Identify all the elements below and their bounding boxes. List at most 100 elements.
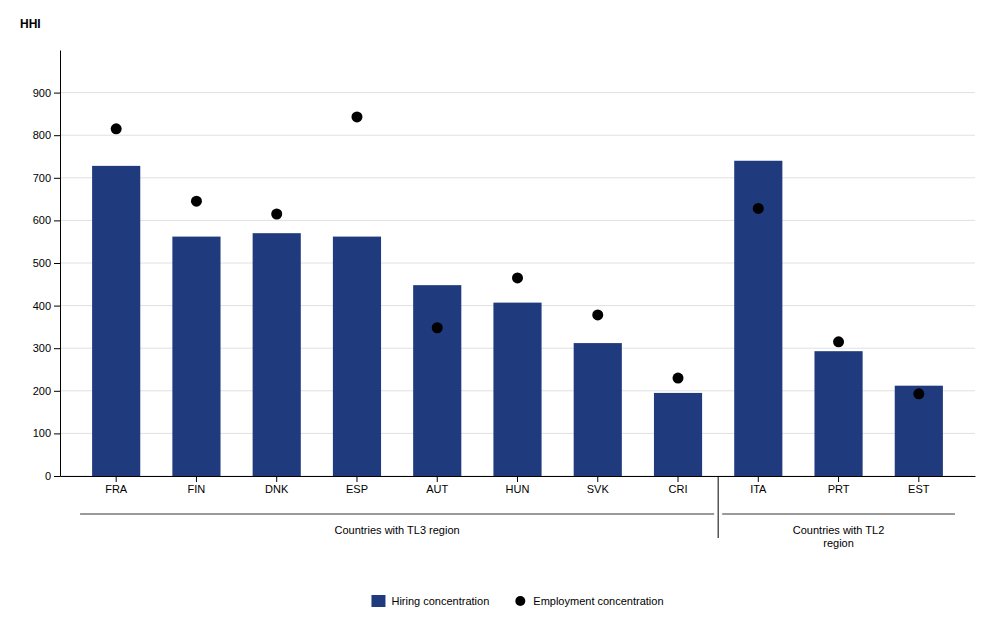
y-tick-mark bbox=[54, 476, 60, 477]
dot bbox=[913, 388, 924, 399]
grid-line bbox=[60, 135, 975, 136]
x-tick-label: FIN bbox=[188, 483, 206, 495]
legend-label: Hiring concentration bbox=[391, 595, 489, 607]
grid-line bbox=[60, 92, 975, 93]
y-tick-label: 700 bbox=[33, 172, 51, 184]
bar bbox=[734, 161, 782, 476]
dot bbox=[271, 209, 282, 220]
y-tick-label: 400 bbox=[33, 300, 51, 312]
legend-label: Employment concentration bbox=[533, 595, 663, 607]
y-axis-line bbox=[60, 51, 61, 477]
x-tick-mark bbox=[758, 476, 759, 482]
y-tick-mark bbox=[54, 93, 60, 94]
bar bbox=[172, 237, 220, 476]
legend: Hiring concentration Employment concentra… bbox=[371, 595, 663, 607]
group-label: Countries with TL3 region bbox=[335, 524, 460, 536]
bar bbox=[253, 233, 301, 476]
dot bbox=[191, 196, 202, 207]
dot bbox=[512, 272, 523, 283]
x-tick-label: HUN bbox=[506, 483, 530, 495]
bar bbox=[333, 237, 381, 476]
bar bbox=[92, 166, 140, 476]
x-tick: ITA bbox=[750, 476, 767, 495]
bar bbox=[895, 386, 943, 476]
x-tick-label: EST bbox=[908, 483, 930, 495]
x-tick-mark bbox=[517, 476, 518, 482]
y-tick-mark bbox=[54, 433, 60, 434]
y-tick-mark bbox=[54, 263, 60, 264]
plot: 0 100 200 300 400 500 600 700 800 900 FRA FIN DNK ESP… bbox=[33, 51, 976, 550]
y-tick: 400 bbox=[33, 300, 60, 312]
y-tick-mark bbox=[54, 306, 60, 307]
y-tick-mark bbox=[54, 135, 60, 136]
y-tick: 900 bbox=[33, 87, 60, 99]
x-tick: SVK bbox=[587, 476, 610, 495]
y-tick: 700 bbox=[33, 172, 60, 184]
legend-item: Hiring concentration bbox=[371, 595, 489, 607]
grid-line bbox=[60, 177, 975, 178]
x-tick: CRI bbox=[669, 476, 688, 495]
x-tick: ESP bbox=[346, 476, 368, 495]
dot-series bbox=[111, 111, 925, 399]
x-tick: PRT bbox=[828, 476, 850, 495]
y-tick: 500 bbox=[33, 257, 60, 269]
y-tick-label: 500 bbox=[33, 257, 51, 269]
y-axis: 0 100 200 300 400 500 600 700 800 900 bbox=[33, 51, 61, 483]
bar bbox=[574, 343, 622, 476]
dot bbox=[592, 309, 603, 320]
legend-item: Employment concentration bbox=[515, 595, 663, 607]
y-tick-mark bbox=[54, 220, 60, 221]
y-tick: 800 bbox=[33, 129, 60, 141]
bar bbox=[654, 393, 702, 476]
x-tick-mark bbox=[597, 476, 598, 482]
x-tick-mark bbox=[356, 476, 357, 482]
x-tick-mark bbox=[276, 476, 277, 482]
x-tick: AUT bbox=[426, 476, 448, 495]
dot bbox=[351, 111, 362, 122]
group-separator bbox=[718, 476, 719, 538]
chart: 0 100 200 300 400 500 600 700 800 900 FRA FIN DNK ESP… bbox=[0, 0, 1000, 641]
y-tick-mark bbox=[54, 391, 60, 392]
bar bbox=[413, 285, 461, 476]
y-tick-label: 900 bbox=[33, 87, 51, 99]
y-tick-label: 0 bbox=[45, 470, 51, 482]
dot bbox=[833, 336, 844, 347]
grid-line bbox=[60, 220, 975, 221]
y-tick: 100 bbox=[33, 427, 60, 439]
x-tick: EST bbox=[908, 476, 930, 495]
x-tick-label: ESP bbox=[346, 483, 368, 495]
x-tick-label: ITA bbox=[750, 483, 767, 495]
x-tick-mark bbox=[678, 476, 679, 482]
y-tick-mark bbox=[54, 348, 60, 349]
x-tick-mark bbox=[918, 476, 919, 482]
legend-swatch bbox=[515, 596, 525, 606]
x-axis: FRA FIN DNK ESP AUT HUN SVK CRI ITA PRT EST bbox=[61, 476, 976, 495]
x-tick: FRA bbox=[105, 476, 128, 495]
legend-swatch bbox=[371, 595, 385, 607]
y-tick: 600 bbox=[33, 214, 60, 226]
x-tick-label: CRI bbox=[669, 483, 688, 495]
grid bbox=[60, 93, 975, 476]
dot bbox=[673, 373, 684, 384]
group-bracket bbox=[722, 514, 955, 515]
y-tick: 200 bbox=[33, 385, 60, 397]
x-tick-label: SVK bbox=[587, 483, 610, 495]
dot bbox=[111, 123, 122, 134]
y-tick-mark bbox=[54, 178, 60, 179]
x-tick: HUN bbox=[506, 476, 530, 495]
y-axis-title: HHI bbox=[20, 17, 41, 31]
group-label: Countries with TL2region bbox=[793, 524, 885, 549]
group-bracket bbox=[80, 514, 714, 515]
x-tick: DNK bbox=[265, 476, 289, 495]
marks bbox=[92, 111, 943, 476]
x-tick-label: DNK bbox=[265, 483, 289, 495]
y-tick: 0 bbox=[45, 470, 60, 482]
x-tick-mark bbox=[116, 476, 117, 482]
x-tick-label: AUT bbox=[426, 483, 448, 495]
dot bbox=[432, 322, 443, 333]
x-tick-mark bbox=[838, 476, 839, 482]
x-tick-label: PRT bbox=[828, 483, 850, 495]
y-tick-label: 300 bbox=[33, 342, 51, 354]
y-tick-label: 800 bbox=[33, 129, 51, 141]
y-tick-label: 200 bbox=[33, 385, 51, 397]
